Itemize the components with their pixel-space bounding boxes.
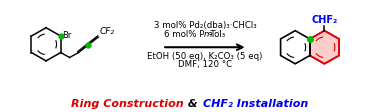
Text: Br: Br — [62, 31, 71, 40]
Text: &: & — [184, 99, 201, 109]
Text: CHF₂ Installation: CHF₂ Installation — [203, 99, 308, 109]
Polygon shape — [310, 31, 339, 64]
Polygon shape — [280, 31, 310, 64]
Text: DMF, 120 °C: DMF, 120 °C — [178, 60, 232, 69]
Text: -Tol₃: -Tol₃ — [208, 30, 226, 39]
Text: CHF₂: CHF₂ — [311, 15, 338, 25]
Text: 3 mol% Pd₂(dba)₃·CHCl₃: 3 mol% Pd₂(dba)₃·CHCl₃ — [153, 21, 256, 30]
Text: EtOH (50 eq), K₂CO₃ (5 eq): EtOH (50 eq), K₂CO₃ (5 eq) — [147, 52, 263, 60]
Text: 6 mol% P: 6 mol% P — [164, 30, 204, 39]
Text: CF₂: CF₂ — [99, 27, 115, 36]
Text: Ring Construction: Ring Construction — [71, 99, 184, 109]
Text: m: m — [204, 30, 212, 39]
